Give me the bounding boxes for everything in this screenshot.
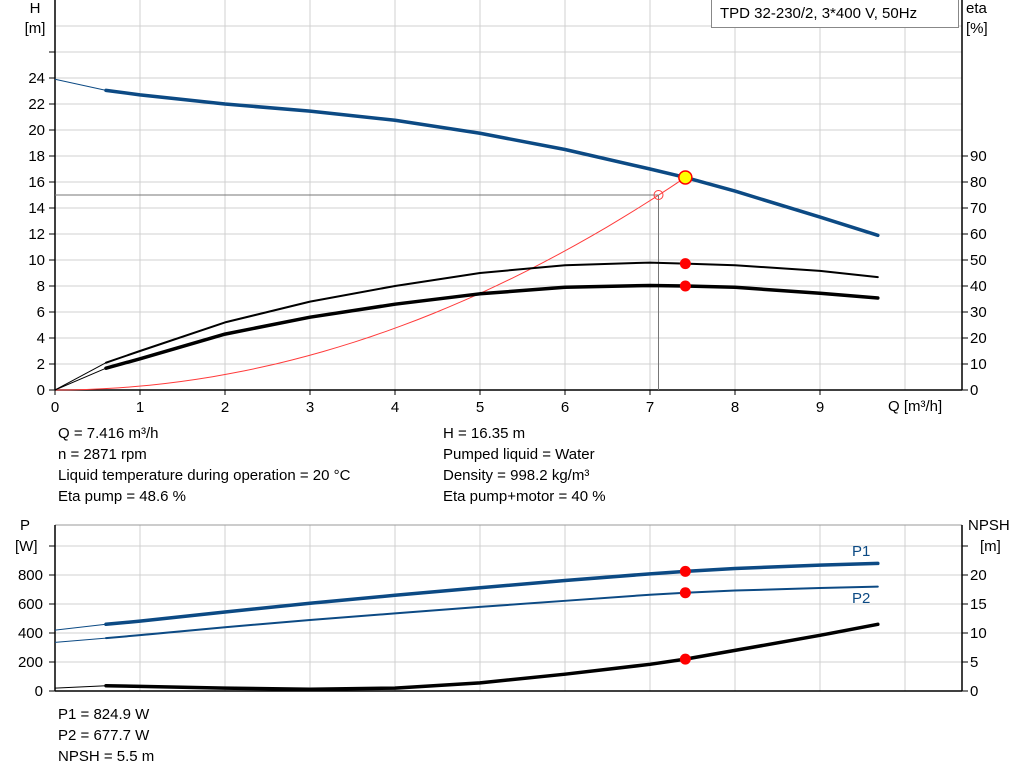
h-tick-label: 0 (37, 382, 45, 399)
eta-axis-unit: [%] (966, 20, 988, 37)
eta-tick-label: 30 (970, 304, 987, 321)
npsh-axis-unit: [m] (980, 538, 1001, 555)
p1-curve (104, 561, 880, 627)
head-curve-extension (54, 78, 107, 91)
h-tick-label: 16 (28, 174, 45, 191)
h-tick-label: 22 (28, 96, 45, 113)
head-curve (104, 88, 880, 238)
info-density: Density = 998.2 kg/m³ (443, 467, 590, 484)
p2-series-label: P2 (852, 590, 871, 607)
eta-pump-motor-curve (104, 283, 880, 370)
eta-tick-label: 70 (970, 200, 987, 217)
q-tick-label: 5 (476, 399, 484, 416)
duty-point-npsh (679, 653, 691, 665)
eta-tick-label: 20 (970, 330, 987, 347)
info-p2: P2 = 677.7 W (58, 727, 150, 744)
eta-pump-motor-curve-extension (54, 367, 107, 391)
q-tick-label: 1 (136, 399, 144, 416)
eta-tick-label: 90 (970, 148, 987, 165)
eta-tick-label: 80 (970, 174, 987, 191)
npsh-tick-label: 20 (970, 567, 987, 584)
h-tick-label: 6 (37, 304, 45, 321)
h-tick-label: 20 (28, 122, 45, 139)
p-tick-label: 0 (35, 683, 43, 700)
q-tick-label: 7 (646, 399, 654, 416)
p-axis-name: P (20, 517, 31, 534)
h-tick-label: 4 (37, 330, 45, 347)
npsh-tick-label: 15 (970, 596, 987, 613)
duty-point-p2 (679, 587, 691, 599)
info-liquid: Pumped liquid = Water (443, 446, 595, 463)
p1-curve-extension (54, 623, 107, 631)
h-tick-label: 2 (37, 356, 45, 373)
npsh-axis-name: NPSH (968, 517, 1010, 534)
pump-title: TPD 32-230/2, 3*400 V, 50Hz (711, 0, 959, 28)
q-tick-label: 6 (561, 399, 569, 416)
eta-axis-name: eta (966, 0, 987, 17)
info-eta-total: Eta pump+motor = 40 % (443, 488, 606, 505)
q-tick-label: 4 (391, 399, 399, 416)
eta-pump-curve (105, 261, 879, 364)
p2-curve (105, 585, 879, 640)
eta-tick-label: 50 (970, 252, 987, 269)
h-tick-label: 12 (28, 226, 45, 243)
p-tick-label: 200 (18, 654, 43, 671)
p-axis-unit: [W] (15, 538, 38, 555)
p2-curve-extension (54, 637, 107, 643)
duty-point-eta-total (679, 280, 691, 292)
p-tick-label: 400 (18, 625, 43, 642)
h-tick-label: 24 (28, 70, 45, 87)
npsh-tick-label: 10 (970, 625, 987, 642)
system-curve (54, 177, 686, 391)
npsh-tick-label: 0 (970, 683, 978, 700)
info-q: Q = 7.416 m³/h (58, 425, 159, 442)
eta-tick-label: 60 (970, 226, 987, 243)
npsh-curve-extension (54, 685, 107, 689)
q-tick-label: 3 (306, 399, 314, 416)
info-temp: Liquid temperature during operation = 20… (58, 467, 351, 484)
q-tick-label: 0 (51, 399, 59, 416)
duty-point-eta-pump (679, 258, 691, 270)
h-tick-label: 14 (28, 200, 45, 217)
h-axis-unit: [m] (24, 20, 46, 37)
q-tick-label: 9 (816, 399, 824, 416)
requested-point (653, 190, 664, 200)
h-tick-label: 18 (28, 148, 45, 165)
duty-point-head (678, 170, 693, 185)
info-n: n = 2871 rpm (58, 446, 147, 463)
q-axis-label: Q [m³/h] (888, 398, 943, 415)
eta-pump-curve-extension (54, 362, 107, 391)
duty-point-p1 (679, 565, 691, 577)
info-eta-pump: Eta pump = 48.6 % (58, 488, 186, 505)
info-h: H = 16.35 m (443, 425, 526, 442)
eta-tick-label: 10 (970, 356, 987, 373)
q-tick-label: 8 (731, 399, 739, 416)
eta-tick-label: 0 (970, 382, 978, 399)
h-tick-label: 10 (28, 252, 45, 269)
npsh-tick-label: 5 (970, 654, 978, 671)
q-tick-label: 2 (221, 399, 229, 416)
h-tick-label: 8 (37, 278, 45, 295)
p-tick-label: 800 (18, 567, 43, 584)
p1-series-label: P1 (852, 543, 871, 560)
p-tick-label: 600 (18, 596, 43, 613)
eta-tick-label: 40 (970, 278, 987, 295)
h-axis-name: H (29, 0, 41, 17)
info-p1: P1 = 824.9 W (58, 706, 150, 723)
npsh-curve (104, 622, 880, 692)
info-npsh: NPSH = 5.5 m (58, 748, 155, 765)
